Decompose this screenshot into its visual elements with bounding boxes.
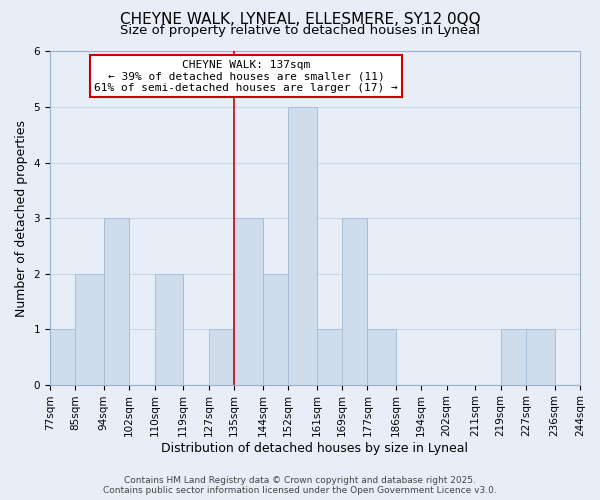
Text: Size of property relative to detached houses in Lyneal: Size of property relative to detached ho… <box>120 24 480 37</box>
Bar <box>263 274 288 384</box>
Text: Contains HM Land Registry data © Crown copyright and database right 2025.
Contai: Contains HM Land Registry data © Crown c… <box>103 476 497 495</box>
Y-axis label: Number of detached properties: Number of detached properties <box>15 120 28 316</box>
Bar <box>75 274 104 384</box>
Bar <box>526 329 554 384</box>
Text: CHEYNE WALK, LYNEAL, ELLESMERE, SY12 0QQ: CHEYNE WALK, LYNEAL, ELLESMERE, SY12 0QQ <box>119 12 481 28</box>
Bar <box>209 329 234 384</box>
Bar <box>288 107 317 384</box>
Bar <box>580 329 600 384</box>
Bar <box>234 218 263 384</box>
Bar <box>317 329 342 384</box>
Bar <box>367 329 396 384</box>
Bar <box>500 329 526 384</box>
Bar <box>104 218 129 384</box>
Text: CHEYNE WALK: 137sqm
← 39% of detached houses are smaller (11)
61% of semi-detach: CHEYNE WALK: 137sqm ← 39% of detached ho… <box>94 60 398 93</box>
Bar <box>342 218 367 384</box>
Bar <box>50 329 75 384</box>
X-axis label: Distribution of detached houses by size in Lyneal: Distribution of detached houses by size … <box>161 442 469 455</box>
Bar <box>155 274 183 384</box>
